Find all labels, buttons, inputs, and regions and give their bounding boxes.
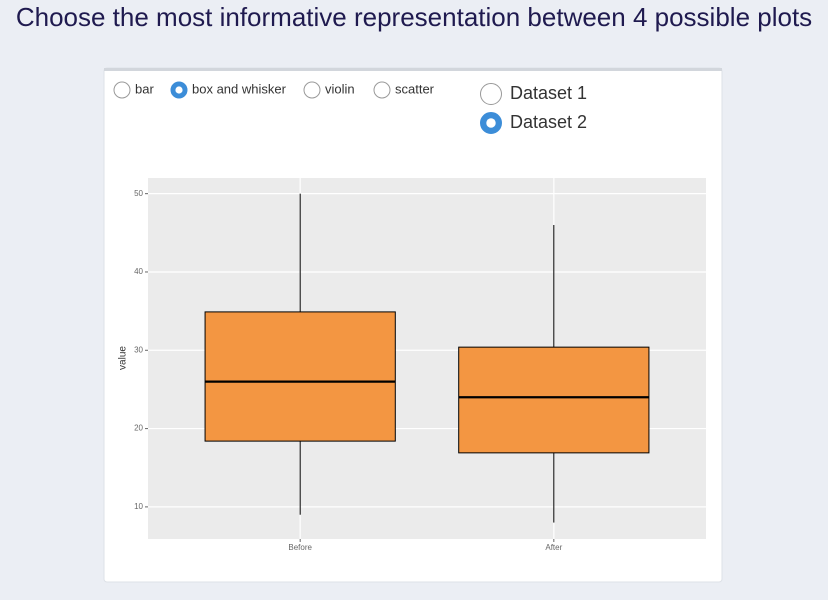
- y-tick-label: 40: [134, 267, 143, 276]
- card-top-border: [104, 68, 722, 71]
- radio-button[interactable]: [373, 81, 391, 99]
- box: [458, 346, 650, 454]
- radio-label[interactable]: box and whisker: [192, 81, 287, 96]
- box: [204, 311, 396, 442]
- y-tick-label: 30: [134, 345, 143, 354]
- radio-dot: [486, 118, 496, 128]
- radio-label[interactable]: violin: [325, 81, 355, 96]
- radio-button[interactable]: [113, 81, 131, 99]
- y-axis-label: value: [118, 346, 129, 370]
- radio-button[interactable]: [480, 83, 502, 105]
- radio-label[interactable]: bar: [135, 81, 154, 96]
- page-title: Choose the most informative representati…: [16, 2, 812, 32]
- radio-label[interactable]: scatter: [395, 81, 435, 96]
- radio-button[interactable]: [303, 81, 321, 99]
- y-tick-label: 20: [134, 424, 143, 433]
- y-tick-label: 10: [134, 502, 143, 511]
- radio-label[interactable]: Dataset 1: [510, 83, 587, 103]
- x-tick-label: After: [545, 543, 562, 552]
- y-tick-label: 50: [134, 189, 143, 198]
- radio-label[interactable]: Dataset 2: [510, 112, 587, 132]
- x-tick-label: Before: [288, 543, 312, 552]
- radio-dot: [175, 86, 183, 94]
